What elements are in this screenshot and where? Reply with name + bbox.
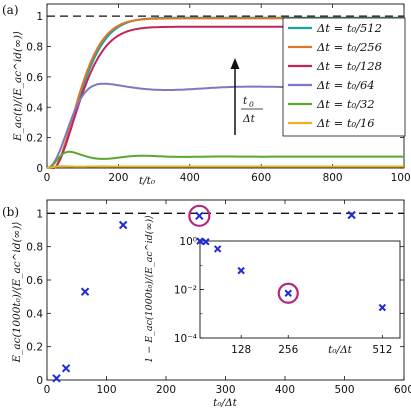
panel-b-label: (b) [2, 205, 19, 219]
panel-a: 0 200 400 600 800 1000 0 0.2 0.4 0.6 0.8 1 t 0 Δt Δ… [12, 3, 411, 187]
legend: Δt = t₀/512 Δt = t₀/256 Δt = t₀/128 Δt = t₀… [282, 17, 406, 137]
x-tick-label-a: 200 [108, 172, 128, 184]
data-point-b [347, 210, 356, 220]
y-tick-label-a: 0.4 [26, 102, 43, 114]
x-tick-label-a: 1000 [391, 172, 411, 184]
inset-data-point [378, 303, 387, 312]
arrow-annotation: t 0 Δt [241, 95, 263, 125]
inset-data-point [284, 289, 292, 297]
arrow-annotation-top: t [243, 95, 248, 107]
legend-entry-dt16: Δt = t₀/16 [316, 116, 375, 130]
y-tick-label-a: 0.6 [26, 72, 43, 84]
highlight-circle-inset [277, 282, 299, 304]
x-tick-label-a: 0 [44, 172, 51, 184]
inset-x-tick-label: 128 [231, 344, 251, 356]
increase-arrow [230, 58, 240, 135]
x-tick-label-b: 200 [156, 384, 176, 396]
y-axis-label-b: E_ac(1000t₀)/⟨E_ac^id(∞)⟩ [11, 221, 23, 363]
inset-y-label: 1 − E_ac(1000t₀)/⟨E_ac^id(∞)⟩ [144, 215, 155, 363]
x-tick-label-b: 500 [334, 384, 354, 396]
x-tick-label-a: 800 [323, 172, 343, 184]
x-tick-label-a: 400 [180, 172, 200, 184]
inset: 128 256 512 10⁰ 10⁻² 10⁻⁴ t₀/Δt 1 − E_ac(1000… [144, 215, 401, 363]
x-tick-label-b: 400 [275, 384, 295, 396]
data-point-b [80, 287, 90, 296]
x-axis-label-a: t/t₀ [139, 175, 156, 187]
x-axis-label-b: t₀/Δt [213, 397, 238, 409]
inset-y-tick-label: 10⁻⁴ [174, 333, 197, 345]
svg-text:0: 0 [249, 100, 254, 109]
data-point-b [195, 211, 204, 221]
y-tick-label-a: 1 [36, 11, 43, 23]
data-point-b [61, 364, 71, 373]
y-tick-label-b: 0.4 [26, 308, 43, 320]
inset-data-point [202, 238, 210, 246]
legend-entry-dt64: Δt = t₀/64 [316, 78, 375, 92]
inset-frame [199, 240, 401, 339]
y-tick-label-b: 0 [36, 375, 43, 387]
legend-entry-dt256: Δt = t₀/256 [316, 40, 382, 54]
inset-x-tick-label: 512 [372, 344, 392, 356]
arrow-annotation-bottom: Δt [242, 113, 256, 125]
x-tick-label-b: 100 [96, 384, 116, 396]
y-tick-label-b: 1 [36, 208, 43, 220]
inset-y-tick-label: 10⁰ [179, 236, 197, 248]
x-tick-label-b: 300 [215, 384, 235, 396]
legend-entry-dt128: Δt = t₀/128 [316, 59, 382, 73]
y-tick-label-b: 0.2 [26, 342, 43, 354]
x-tick-label-b: 0 [44, 384, 51, 396]
data-point-b [118, 220, 128, 230]
legend-entry-dt32: Δt = t₀/32 [316, 97, 375, 111]
y-tick-label-b: 0.8 [26, 242, 43, 254]
x-tick-label-b: 600 [394, 384, 411, 396]
y-tick-label-a: 0 [36, 163, 43, 175]
y-tick-label-a: 0.2 [26, 133, 43, 145]
x-tick-label-a: 600 [251, 172, 271, 184]
series-line-dt16 [46, 165, 404, 169]
inset-data-point [237, 266, 245, 275]
y-tick-label-a: 0.8 [26, 42, 43, 54]
panel-a-label: (a) [2, 3, 19, 17]
inset-y-tick-label: 10⁻² [174, 285, 197, 297]
inset-data-point [196, 237, 204, 245]
data-point-b [52, 374, 61, 383]
series-line-dt32 [46, 150, 404, 169]
highlight-circle-b [188, 204, 211, 227]
inset-x-tick-label: 256 [278, 344, 298, 356]
legend-box [282, 17, 406, 137]
legend-entry-dt512: Δt = t₀/512 [316, 21, 382, 35]
inset-x-label: t₀/Δt [328, 344, 353, 356]
y-axis-label-a: E_ac(t)/⟨E_ac^id(∞)⟩ [12, 31, 24, 142]
inset-data-point [213, 245, 222, 253]
y-tick-label-b: 0.6 [26, 275, 43, 287]
